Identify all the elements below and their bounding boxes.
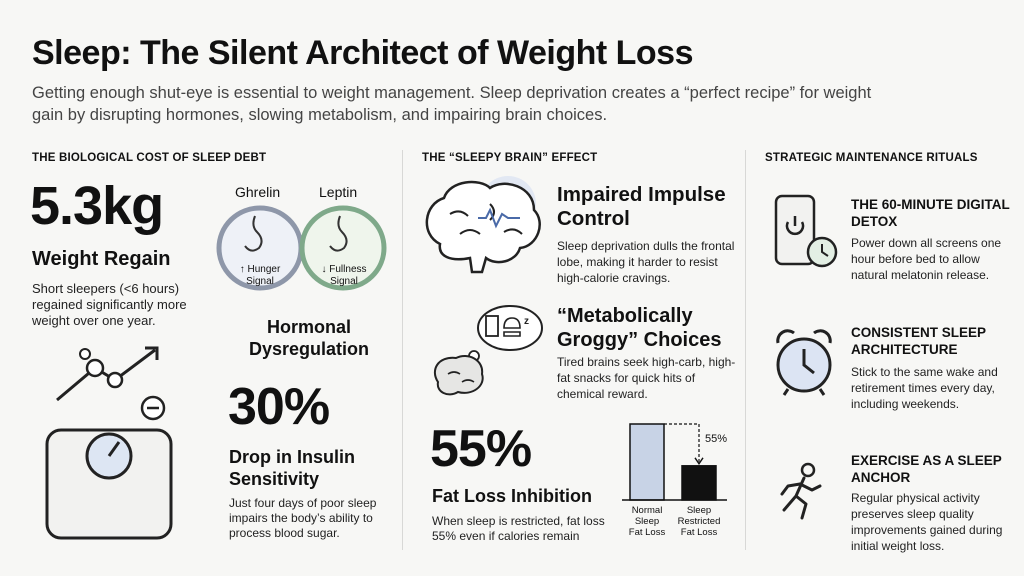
drop-annotation-label: 55% xyxy=(705,433,727,445)
section-heading-rituals: STRATEGIC MAINTENANCE RITUALS xyxy=(765,152,978,164)
stomach-icon xyxy=(244,215,263,252)
sleep-architecture-desc: Stick to the same wake and retirement ti… xyxy=(851,365,998,411)
hormone-diagram: Ghrelin Leptin ↑ Hunger Signal ↓ Fullnes… xyxy=(215,184,390,294)
insulin-stat: 30% xyxy=(228,378,330,436)
hormonal-dysregulation-label: Hormonal Dysregulation xyxy=(248,317,370,359)
hunger-signal-label: ↑ Hunger Signal xyxy=(239,264,281,287)
sleep-architecture-title: CONSISTENT SLEEP ARCHITECTURE xyxy=(851,325,986,357)
weight-regain-label: Weight Regain xyxy=(32,248,171,270)
sleep-z-text: z xyxy=(524,316,529,327)
intro-text: Getting enough shut-eye is essential to … xyxy=(32,84,872,124)
category-label: Fat Loss xyxy=(681,527,718,538)
exercise-anchor-desc: Regular physical activity preserves slee… xyxy=(851,491,1003,553)
insulin-label: Drop in Insulin Sensitivity xyxy=(229,447,355,489)
groggy-choices-title: “Metabolically Groggy” Choices xyxy=(557,305,722,351)
impulse-control-title: Impaired Impulse Control xyxy=(557,183,726,230)
stomach-icon xyxy=(329,215,348,252)
digital-detox-title: THE 60-MINUTE DIGITAL DETOX xyxy=(851,197,1010,229)
section-heading-biological-cost: THE BIOLOGICAL COST OF SLEEP DEBT xyxy=(32,152,267,164)
section-heading-sleepy-brain: THE “SLEEPY BRAIN” EFFECT xyxy=(422,152,598,164)
fullness-signal-label: ↓ Fullness Signal xyxy=(321,264,367,287)
category-label: Sleep xyxy=(687,505,711,516)
alarm-clock-icon xyxy=(776,329,832,396)
insulin-desc: Just four days of poor sleep impairs the… xyxy=(229,496,377,540)
brain-icon xyxy=(425,176,541,274)
phone-clock-icon xyxy=(774,194,838,268)
infinity-loop-icon xyxy=(216,205,387,291)
exercise-anchor-title: EXERCISE AS A SLEEP ANCHOR xyxy=(851,453,1002,485)
fat-loss-desc: When sleep is restricted, fat loss 55% e… xyxy=(432,514,605,543)
category-label: Normal xyxy=(632,505,663,516)
impulse-control-desc: Sleep deprivation dulls the frontal lobe… xyxy=(557,239,735,285)
drop-annotation-line xyxy=(664,423,700,462)
digital-detox-desc: Power down all screens one hour before b… xyxy=(851,236,1002,282)
column-divider xyxy=(402,150,403,550)
runner-icon xyxy=(780,462,822,520)
groggy-choices-desc: Tired brains seek high-carb, high-fat sn… xyxy=(557,355,736,401)
ghrelin-label: Ghrelin xyxy=(235,184,281,200)
category-label: Sleep xyxy=(635,516,659,527)
category-label: Restricted xyxy=(678,516,721,527)
fat-loss-stat: 55% xyxy=(430,420,532,478)
category-label: Fat Loss xyxy=(629,527,666,538)
arrow-down-icon xyxy=(694,457,704,466)
bar-sleep-restricted xyxy=(681,465,717,501)
column-divider xyxy=(745,150,746,550)
weight-scale-trend-icon xyxy=(45,346,173,540)
groggy-brain-food-icon: z xyxy=(433,305,543,396)
fat-loss-label: Fat Loss Inhibition xyxy=(432,486,592,506)
bar-normal-sleep xyxy=(629,423,665,501)
weight-regain-stat: 5.3kg xyxy=(30,176,164,236)
leptin-label: Leptin xyxy=(319,184,358,200)
weight-regain-desc: Short sleepers (<6 hours) regained signi… xyxy=(32,281,187,328)
page-title: Sleep: The Silent Architect of Weight Lo… xyxy=(32,34,693,72)
